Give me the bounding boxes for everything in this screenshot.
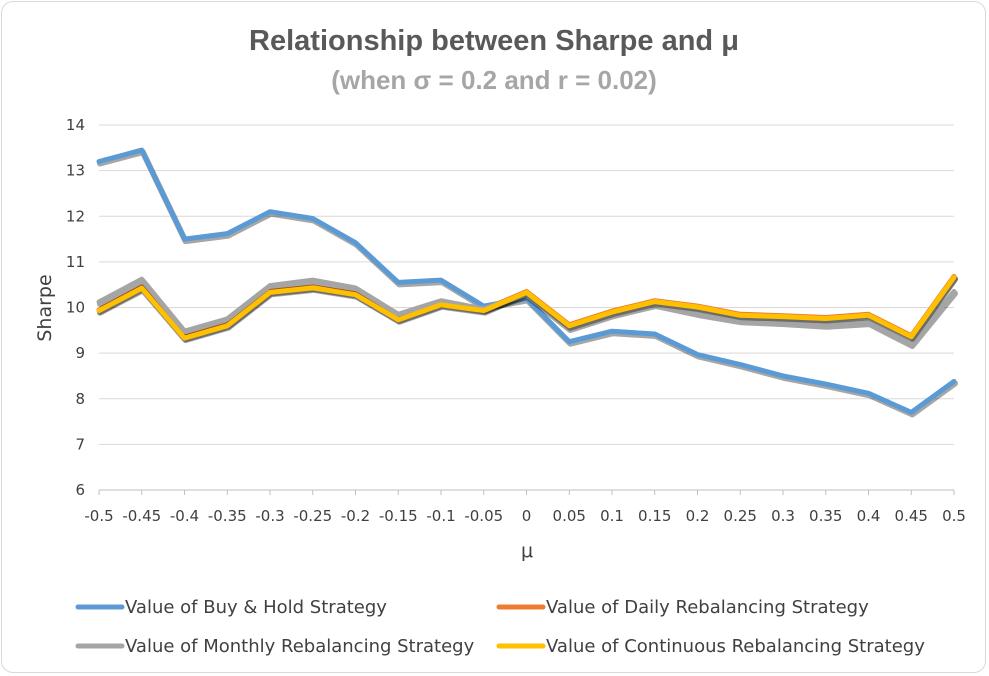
x-tick-label: 0.25 <box>724 507 757 525</box>
series-line-3 <box>96 276 957 347</box>
y-tick-label: 8 <box>75 390 85 408</box>
legend-label: Value of Continuous Rebalancing Strategy <box>546 636 925 657</box>
x-tick-label: -0.45 <box>122 507 161 525</box>
x-tick-label: 0.45 <box>895 507 928 525</box>
x-tick-label: 0.5 <box>942 507 966 525</box>
x-tick-label: -0.4 <box>170 507 199 525</box>
y-tick-label: 9 <box>75 344 85 362</box>
y-tick-label: 13 <box>66 162 85 180</box>
y-tick-label: 14 <box>66 116 85 134</box>
y-axis-ticks: 6 7 8 9 10 11 12 13 14 <box>66 116 85 499</box>
y-tick-label: 11 <box>66 253 85 271</box>
x-axis-ticks: -0.5 -0.45 -0.4 -0.35 -0.3 -0.25 -0.2 -0.15 -0.1… <box>84 507 966 525</box>
x-tick-label: 0.05 <box>553 507 586 525</box>
x-tick-label: -0.15 <box>379 507 418 525</box>
x-tick-label: -0.35 <box>208 507 247 525</box>
y-tick-label: 12 <box>66 207 85 225</box>
chart-title: Relationship between Sharpe and μ <box>249 25 739 57</box>
x-tick-label: 0.15 <box>638 507 671 525</box>
x-tick-label: 0.3 <box>771 507 795 525</box>
x-tick-label: 0.35 <box>809 507 842 525</box>
legend-label: Value of Daily Rebalancing Strategy <box>546 597 869 618</box>
y-axis-title: Sharpe <box>34 274 56 341</box>
series-lines <box>96 147 958 418</box>
x-tick-label: 0.1 <box>600 507 624 525</box>
x-tick-label: 0.4 <box>857 507 881 525</box>
x-tick-label: 0.2 <box>686 507 710 525</box>
x-tick-label: -0.25 <box>293 507 332 525</box>
x-axis-title: μ <box>521 540 533 562</box>
y-tick-label: 10 <box>66 299 85 317</box>
x-tick-label: -0.1 <box>426 507 455 525</box>
gridlines <box>98 124 955 495</box>
series-line-1 <box>96 147 957 415</box>
series-line-shadow <box>97 149 958 418</box>
x-tick-label: -0.3 <box>255 507 284 525</box>
y-tick-label: 7 <box>75 435 85 453</box>
x-tick-label: -0.05 <box>464 507 503 525</box>
series-line-shadow <box>97 276 958 344</box>
x-tick-label: -0.2 <box>341 507 370 525</box>
legend-label: Value of Buy & Hold Strategy <box>125 597 387 618</box>
chart-subtitle: (when σ = 0.2 and r = 0.02) <box>331 65 657 95</box>
legend: Value of Buy & Hold Strategy Value of Dai… <box>75 597 925 657</box>
x-tick-label: 0 <box>522 507 532 525</box>
x-tick-label: -0.5 <box>84 507 113 525</box>
legend-label: Value of Monthly Rebalancing Strategy <box>125 636 475 657</box>
y-tick-label: 6 <box>75 481 85 499</box>
series-line-4 <box>96 274 957 341</box>
